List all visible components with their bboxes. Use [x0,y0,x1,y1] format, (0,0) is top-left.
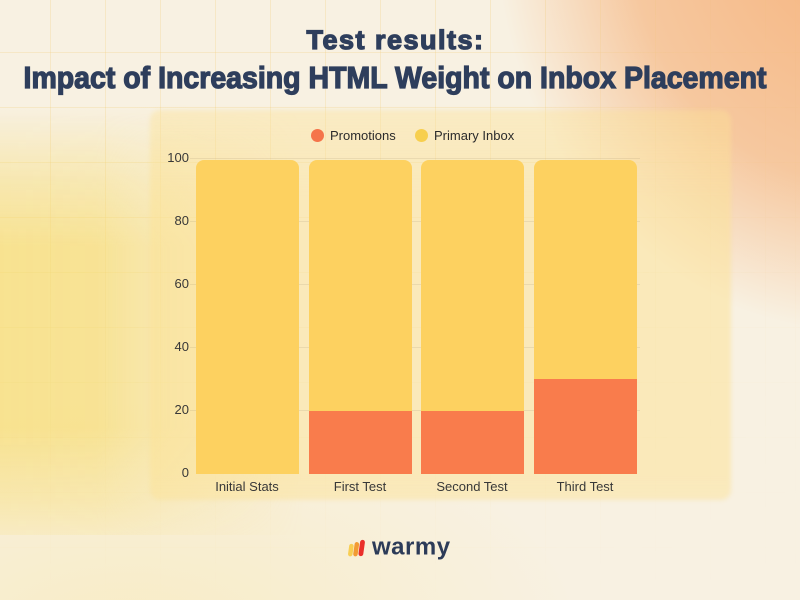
svg-text:warmy: warmy [371,536,451,561]
